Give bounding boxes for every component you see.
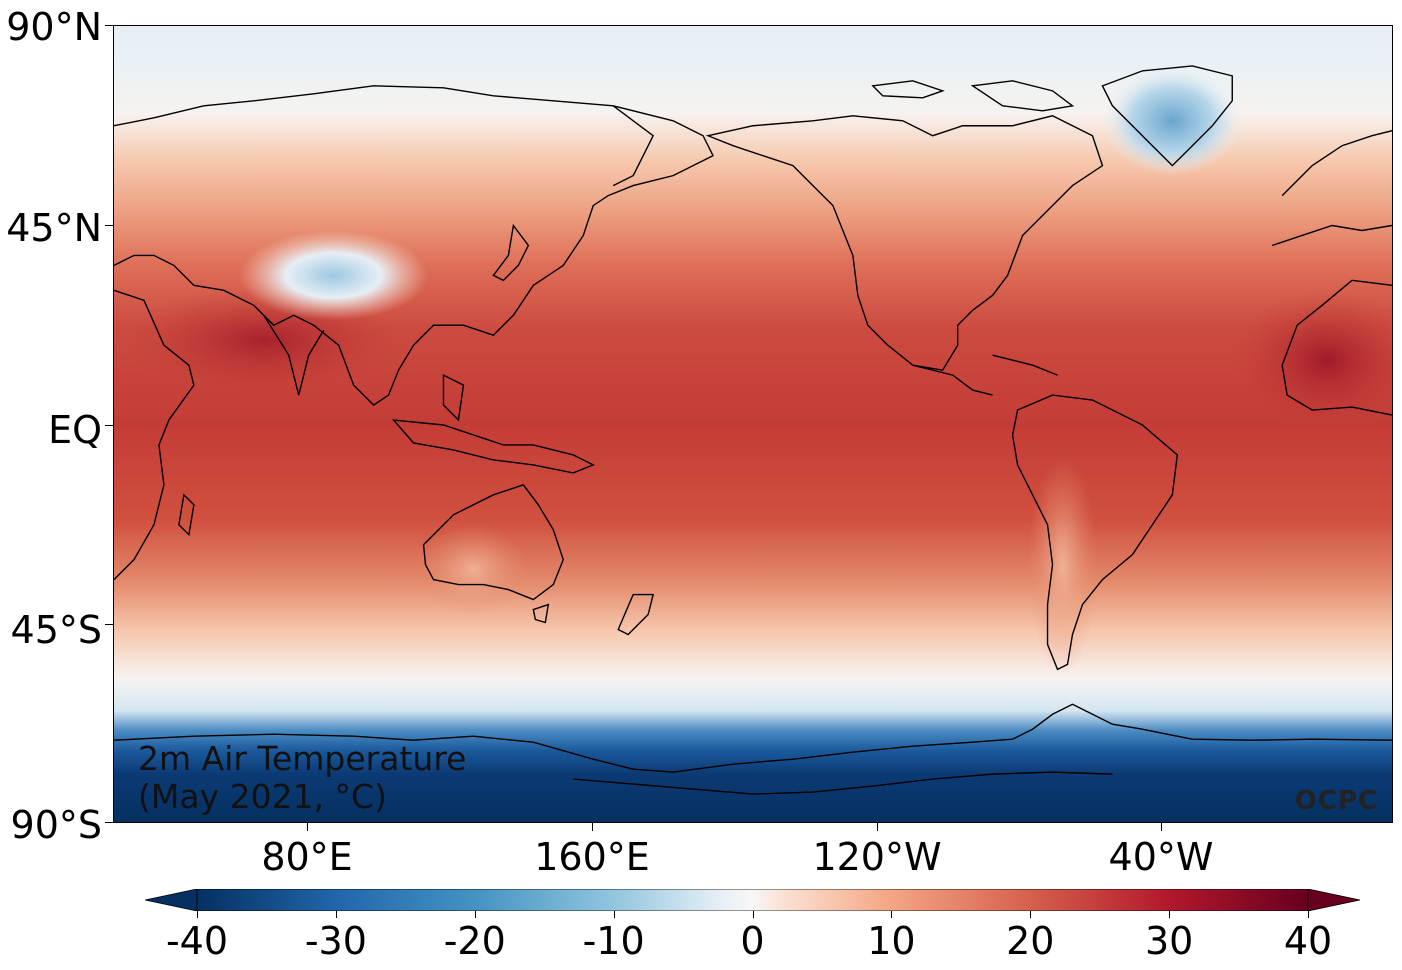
lat-label-eq: EQ: [48, 408, 102, 452]
colorbar-tick-label: 30: [1144, 919, 1194, 963]
colorbar-tick-label: 20: [1006, 919, 1055, 963]
australia-warm-region: [418, 524, 529, 615]
colorbar-min-arrow: [145, 889, 198, 911]
colorbar-tick: [1308, 911, 1309, 918]
sahara-hot-spot: [1232, 290, 1392, 430]
colorbar-tick-label: 40: [1283, 919, 1333, 963]
lat-tick: [105, 25, 113, 26]
map-title-line1: 2m Air Temperature: [138, 739, 467, 778]
temperature-map: [114, 26, 1392, 822]
colorbar-tick: [474, 911, 476, 918]
colorbar-tick: [197, 911, 198, 918]
greenland-cold-spot: [1102, 65, 1243, 176]
andes-warm-region: [1027, 454, 1098, 675]
credit-label: OCPC: [1294, 786, 1378, 816]
lon-label-40w: 40°W: [1108, 835, 1214, 879]
lon-tick: [307, 823, 308, 831]
tibet-cold-spot: [238, 230, 429, 321]
colorbar-tick: [335, 911, 337, 918]
colorbar: [145, 889, 1360, 911]
map-title-line2: (May 2021, °C): [138, 777, 387, 816]
lon-tick: [592, 823, 593, 831]
map-title: 2m Air Temperature (May 2021, °C): [138, 740, 466, 816]
lon-tick: [1161, 823, 1162, 831]
colorbar-tick: [1030, 911, 1032, 918]
lon-label-80e: 80°E: [261, 835, 353, 879]
colorbar-gradient: [196, 889, 1309, 911]
colorbar-tick: [891, 911, 893, 918]
lat-tick: [105, 225, 113, 226]
lon-label-160e: 160°E: [534, 835, 650, 879]
colorbar-tick-label: -20: [443, 919, 506, 963]
lat-tick: [105, 822, 113, 823]
lat-label-45s: 45°S: [10, 608, 102, 652]
lat-label-45n: 45°N: [6, 206, 102, 250]
colorbar-max-arrow: [1307, 889, 1360, 911]
lat-tick: [105, 425, 113, 426]
coastlines: [114, 65, 1392, 795]
colorbar-tick-label: -40: [165, 919, 229, 963]
lon-label-120w: 120°W: [812, 835, 942, 879]
colorbar-tick-label: -30: [304, 919, 367, 963]
map-panel: [113, 25, 1393, 823]
colorbar-tick: [613, 911, 615, 918]
lat-tick: [105, 624, 113, 625]
colorbar-tick: [752, 911, 754, 918]
colorbar-tick-label: 0: [740, 919, 765, 963]
colorbar-tick-label: 10: [867, 919, 916, 963]
lon-tick: [877, 823, 878, 831]
colorbar-tick: [1169, 911, 1171, 918]
lat-label-90s: 90°S: [10, 803, 102, 847]
lat-label-90n: 90°N: [6, 5, 102, 49]
colorbar-tick-label: -10: [582, 919, 645, 963]
